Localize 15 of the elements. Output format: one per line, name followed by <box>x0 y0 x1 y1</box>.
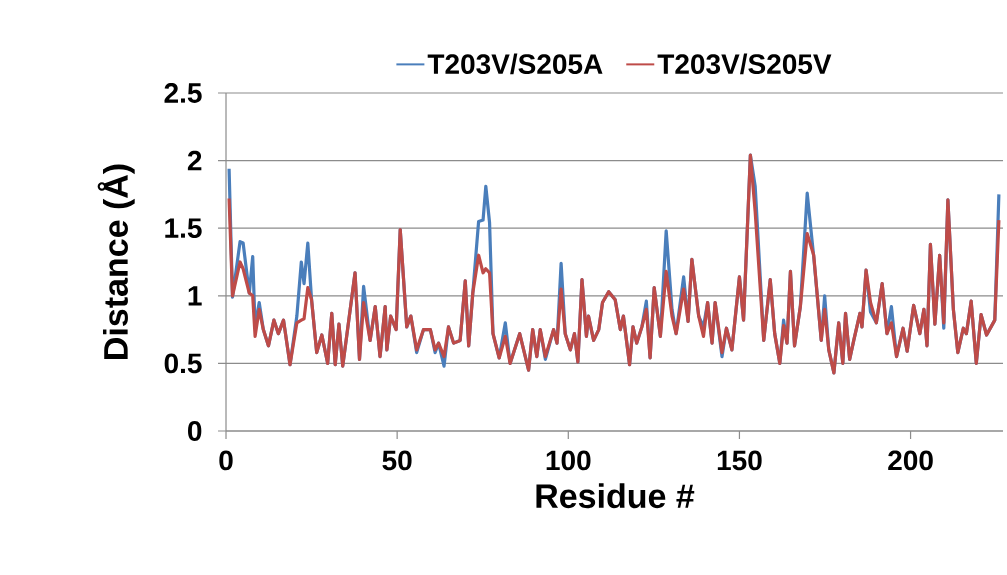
x-tick-label: 200 <box>888 450 933 471</box>
x-tick-label: 0 <box>219 450 233 471</box>
y-tick-label: 2.5 <box>164 83 202 103</box>
y-tick-label: 1.5 <box>165 218 202 238</box>
y-tick-label: 0.5 <box>164 353 202 374</box>
x-tick-label: 150 <box>717 450 762 471</box>
y-axis-title: Distance (Å) <box>97 164 135 359</box>
x-tick-label: 100 <box>546 450 591 471</box>
legend-label: T203V/S205V <box>657 53 832 75</box>
y-tick-label: 0 <box>188 421 202 441</box>
x-axis-title: Residue # <box>536 483 695 509</box>
x-tick-label: 50 <box>382 450 412 471</box>
legend-label: T203V/S205A <box>427 53 603 75</box>
y-tick-label: 2 <box>187 150 202 171</box>
y-tick-label: 1 <box>188 286 202 306</box>
